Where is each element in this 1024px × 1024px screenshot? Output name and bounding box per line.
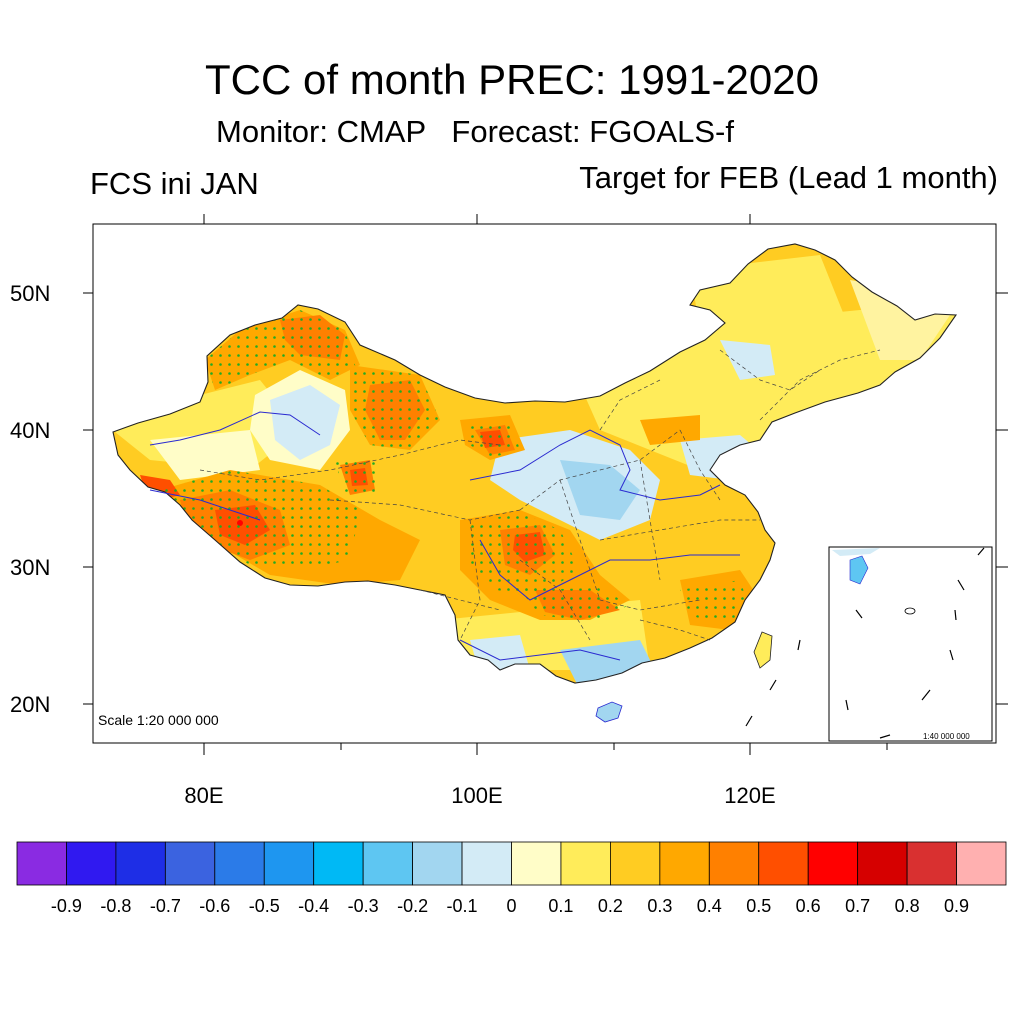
colorbar-box [263, 841, 315, 886]
colorbar-label: -0.9 [50, 896, 82, 916]
inset-hainan [849, 555, 869, 585]
colorbar-box [659, 841, 710, 886]
colorbar-label: 0.9 [944, 896, 970, 916]
colorbar-label: -0.4 [298, 896, 330, 916]
colorbar-label: 0.7 [845, 896, 871, 916]
colorbar-label: -0.1 [446, 896, 478, 916]
taiwan-island [753, 631, 773, 669]
colorbar-box [362, 841, 413, 886]
colorbar-box [16, 841, 67, 886]
colorbar-box [807, 841, 859, 886]
colorbar-box [115, 841, 166, 886]
colorbar [16, 841, 1007, 886]
colorbar-box [511, 841, 562, 886]
target-label: Target for FEB (Lead 1 month) [579, 160, 998, 195]
colorbar-label: 0.5 [746, 896, 772, 916]
colorbar-label: 0 [506, 896, 517, 916]
colorbar-box [66, 841, 117, 886]
initialization-label: FCS ini JAN [90, 166, 259, 201]
colorbar-label: 0.3 [647, 896, 673, 916]
colorbar-box [412, 841, 463, 886]
inset-scale-label: 1:40 000 000 [923, 732, 970, 741]
colorbar-label: -0.8 [100, 896, 132, 916]
inset-reef [904, 607, 916, 615]
province-boundaries [199, 349, 881, 641]
colorbar-label: 0.8 [894, 896, 920, 916]
lat-label-50n: 50N [10, 281, 51, 306]
map-scale-label: Scale 1:20 000 000 [98, 712, 219, 728]
rivers [149, 411, 740, 661]
inset-coast [832, 548, 880, 556]
colorbar-label: -0.6 [199, 896, 231, 916]
colorbar-box [857, 841, 908, 886]
colorbar-label: -0.2 [397, 896, 429, 916]
colorbar-label: -0.3 [347, 896, 379, 916]
lat-label-20n: 20N [10, 692, 51, 717]
colorbar-box [164, 841, 216, 886]
nine-dash-line [745, 547, 985, 739]
colorbar-label: 0.1 [548, 896, 574, 916]
lat-label-40n: 40N [10, 418, 51, 443]
lat-label-30n: 30N [10, 555, 51, 580]
colorbar-box [461, 841, 512, 886]
axis-ticks [83, 214, 1008, 755]
lon-label-120e: 120E [724, 783, 776, 808]
colorbar-box [214, 841, 265, 886]
colorbar-box [313, 841, 364, 886]
map-title: TCC of month PREC: 1991-2020 [205, 56, 819, 103]
hainan-island [595, 701, 623, 723]
colorbar-box [708, 841, 760, 886]
lon-label-80e: 80E [184, 783, 224, 808]
colorbar-label: 0.4 [696, 896, 722, 916]
colorbar-box [758, 841, 809, 886]
china-border [112, 243, 958, 684]
colorbar-box [560, 841, 611, 886]
colorbar-label: 0.2 [597, 896, 623, 916]
colorbar-label: -0.7 [149, 896, 181, 916]
colorbar-box [906, 841, 957, 886]
colorbar-label: 0.6 [795, 896, 821, 916]
lon-label-100e: 100E [451, 783, 503, 808]
map-subtitle: Monitor: CMAP Forecast: FGOALS-f [216, 114, 734, 149]
colorbar-box [956, 841, 1007, 886]
colorbar-box [610, 841, 661, 886]
colorbar-label: -0.5 [248, 896, 280, 916]
